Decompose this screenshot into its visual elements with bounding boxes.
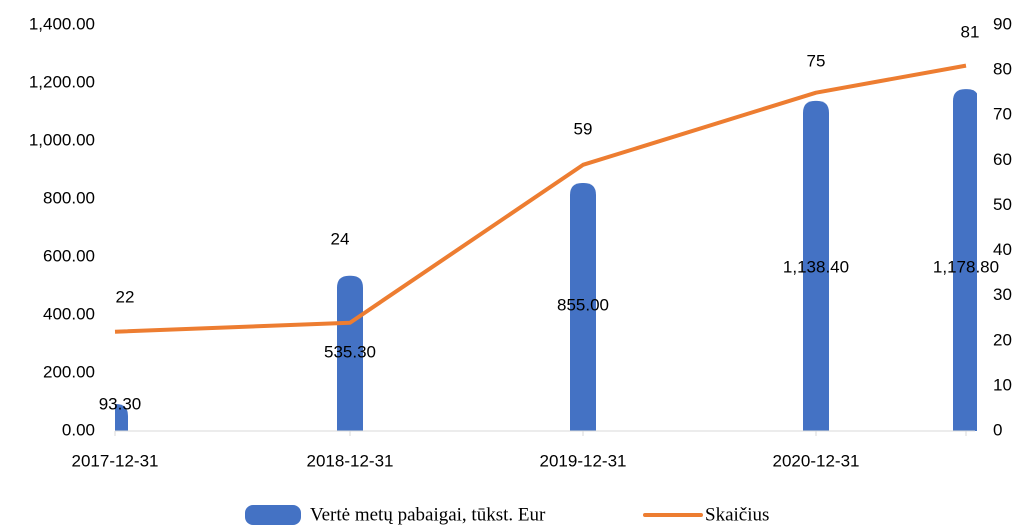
y-tick-label: 200.00 bbox=[43, 362, 95, 381]
bar-value-label: 1,138.40 bbox=[783, 257, 849, 276]
y2-tick-label: 80 bbox=[993, 60, 1012, 79]
line-value-label: 24 bbox=[331, 229, 350, 248]
y-tick-label: 600.00 bbox=[43, 246, 95, 265]
y2-tick-label: 90 bbox=[993, 14, 1012, 33]
y2-tick-label: 30 bbox=[993, 285, 1012, 304]
y2-tick-label: 0 bbox=[993, 420, 1002, 439]
y2-tick-label: 70 bbox=[993, 105, 1012, 124]
y-tick-label: 1,400.00 bbox=[29, 14, 95, 33]
line-value-label: 59 bbox=[574, 119, 593, 138]
bar-value-label: 535.30 bbox=[324, 342, 376, 361]
x-tick-label: 2017-12-31 bbox=[72, 451, 159, 470]
x-tick-label: 2020-12-31 bbox=[773, 451, 860, 470]
bar bbox=[570, 183, 596, 431]
y-tick-label: 800.00 bbox=[43, 188, 95, 207]
line-value-label: 75 bbox=[807, 51, 826, 70]
legend-swatch bbox=[245, 505, 301, 525]
y-tick-label: 1,200.00 bbox=[29, 72, 95, 91]
y2-tick-label: 40 bbox=[993, 240, 1012, 259]
legend-label: Skaičius bbox=[705, 504, 769, 525]
x-tick-label: 2019-12-31 bbox=[540, 451, 627, 470]
y2-tick-label: 60 bbox=[993, 150, 1012, 169]
legend-label: Vertė metų pabaigai, tūkst. Eur bbox=[310, 504, 546, 525]
bar-value-label: 855.00 bbox=[557, 295, 609, 314]
y-tick-label: 400.00 bbox=[43, 304, 95, 323]
y2-tick-label: 20 bbox=[993, 330, 1012, 349]
bar-value-label: 93.30 bbox=[99, 394, 142, 413]
bar bbox=[337, 275, 363, 431]
y-tick-label: 1,000.00 bbox=[29, 130, 95, 149]
y2-tick-label: 10 bbox=[993, 375, 1012, 394]
bar bbox=[803, 100, 829, 431]
x-tick-label: 2018-12-31 bbox=[307, 451, 394, 470]
bar bbox=[115, 403, 128, 431]
bar-layer bbox=[115, 89, 977, 431]
line-value-label: 81 bbox=[961, 22, 980, 41]
bar-value-label: 1,178.80 bbox=[933, 257, 999, 276]
line bbox=[114, 63, 967, 334]
bar bbox=[953, 89, 977, 431]
line-value-label: 22 bbox=[116, 287, 135, 306]
y-tick-label: 0.00 bbox=[62, 420, 95, 439]
y2-tick-label: 50 bbox=[993, 195, 1012, 214]
